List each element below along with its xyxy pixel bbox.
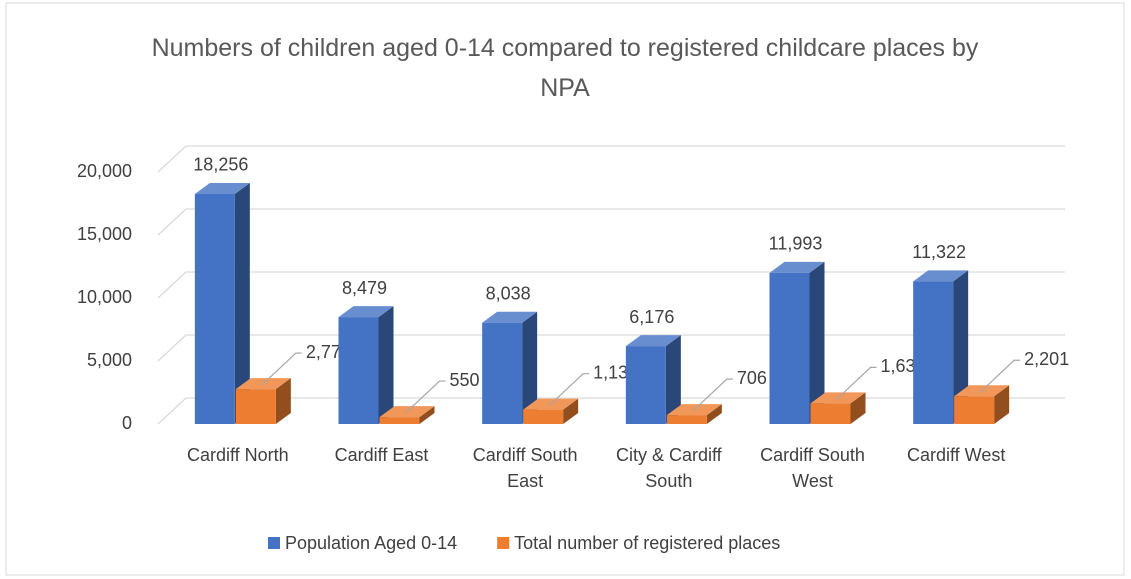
legend-swatch (497, 537, 510, 549)
bar-face (482, 311, 538, 323)
data-label: 6,176 (629, 307, 674, 327)
bar-face (625, 335, 681, 347)
bar-face (706, 404, 722, 424)
bar-face (769, 272, 810, 424)
bar (625, 335, 681, 424)
leader-line (692, 378, 733, 412)
data-label: 550 (450, 370, 480, 390)
bar-face (338, 306, 394, 318)
y-tick-label: 0 (122, 413, 132, 433)
bar-face (378, 306, 394, 424)
bar-face (194, 182, 250, 194)
frame (5, 2, 1125, 576)
bar-face (194, 193, 235, 424)
x-tick-label: Cardiff South East (472, 445, 578, 491)
chart-title: Numbers of children aged 0-14 compared t… (151, 34, 979, 102)
legend-swatch (268, 537, 280, 549)
bar-face (665, 335, 681, 424)
y-tick-label: 10,000 (77, 287, 132, 307)
bar-face (810, 403, 851, 424)
data-label: 18,256 (193, 155, 248, 175)
leader-line (836, 366, 877, 400)
bar (338, 306, 394, 424)
legend-label: Population Aged 0-14 (285, 533, 457, 553)
bar-face (850, 392, 866, 424)
data-label: 2,201 (1024, 349, 1069, 369)
y-tick-label: 20,000 (77, 161, 132, 181)
data-label: 8,479 (342, 278, 387, 298)
bar-face (275, 378, 291, 424)
x-tick-label: Cardiff East (334, 445, 429, 465)
leader-line (405, 380, 446, 414)
bar-face (953, 270, 969, 424)
bar (235, 378, 291, 424)
y-tick-label: 15,000 (77, 224, 132, 244)
grid-line (157, 145, 1065, 173)
bar-face (666, 415, 707, 424)
bar-face (419, 406, 435, 424)
data-label: 11,322 (912, 242, 966, 262)
data-label: 11,993 (769, 234, 823, 254)
bar-face (523, 409, 564, 424)
bar-face (769, 261, 825, 273)
bar-face (234, 182, 250, 424)
bar-face (563, 398, 579, 424)
bar-face (625, 346, 666, 424)
x-tick-label: Cardiff North (186, 445, 289, 465)
data-label: 8,038 (486, 283, 531, 303)
leader-line (261, 352, 302, 386)
leader-line (979, 359, 1021, 393)
bar (769, 261, 825, 424)
bar-face (913, 270, 969, 282)
leader-line (548, 373, 590, 407)
y-tick-label: 5,000 (87, 350, 132, 370)
bar-face (522, 311, 538, 424)
bar-face (809, 261, 825, 424)
x-tick-label: Cardiff South West (760, 445, 865, 491)
bar (666, 404, 722, 424)
x-tick-label: City & Cardiff South (615, 445, 722, 491)
data-label: 706 (737, 368, 767, 388)
grid-line (157, 208, 1065, 236)
bar-face (338, 317, 379, 424)
bar (913, 270, 969, 424)
bar-face (482, 322, 523, 424)
legend-label: Total number of registered places (514, 533, 780, 553)
bar-face (913, 281, 954, 424)
bar-face (235, 389, 276, 424)
bar-face (379, 417, 420, 424)
bar (482, 311, 538, 424)
bar-face (954, 396, 995, 424)
bar-face (994, 385, 1010, 424)
x-tick-label: Cardiff West (906, 445, 1006, 465)
bar (194, 182, 250, 424)
